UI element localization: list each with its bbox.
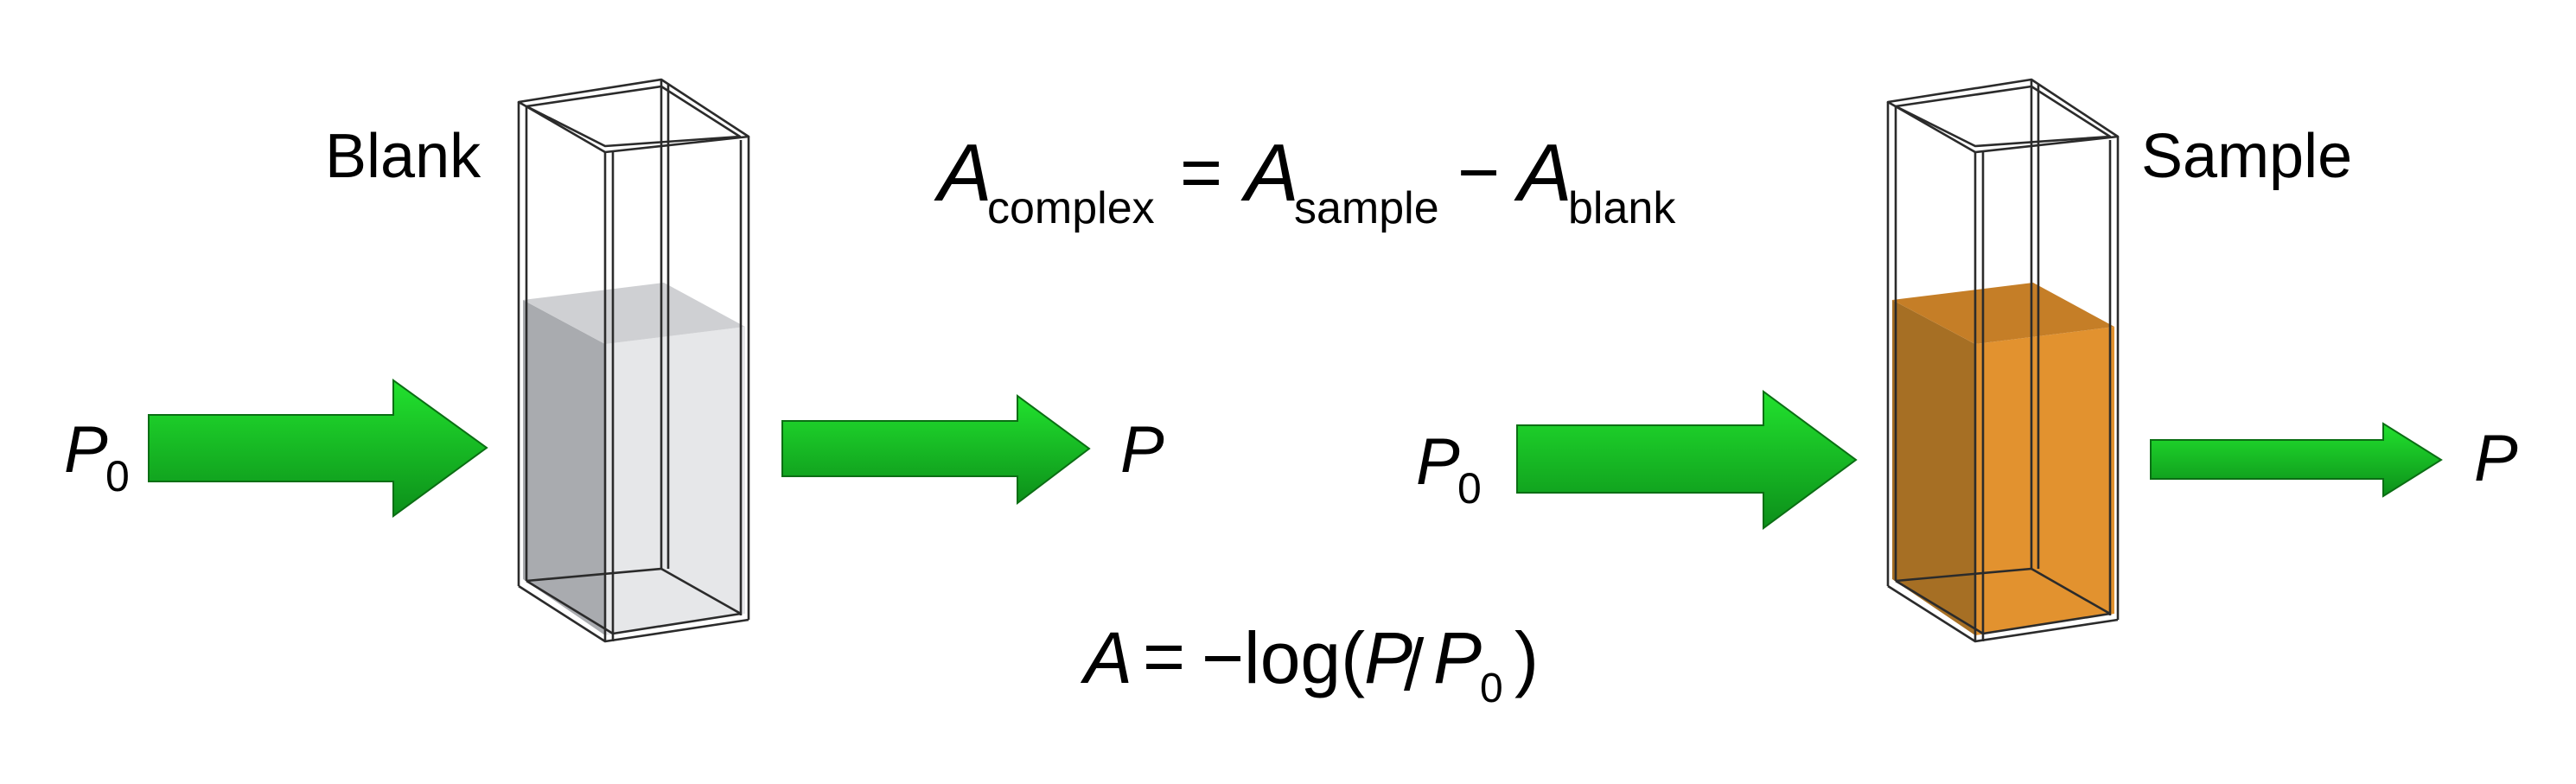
blank-label: Blank: [325, 122, 481, 191]
sample-liquid-front: [1975, 327, 2114, 635]
fx-p0: P: [1433, 617, 1482, 698]
blank-cuvette: [517, 78, 750, 643]
blank-incident-arrow: [148, 379, 488, 518]
blank-p0-symbol: P 0: [64, 413, 130, 500]
eq-equals: =: [1180, 131, 1222, 213]
fx-a: A: [1080, 617, 1132, 698]
blank-transmitted-arrow: [781, 394, 1091, 506]
sample-p0-symbol: P 0: [1416, 425, 1482, 513]
fx-equals: =: [1143, 615, 1185, 697]
fx-close: ): [1514, 617, 1539, 698]
blank-p0-subscript: 0: [105, 452, 130, 500]
eq-minus: −: [1457, 131, 1500, 213]
sample-label: Sample: [2141, 122, 2352, 191]
eq-a-complex: A: [934, 127, 992, 218]
blank-liquid-front: [605, 327, 745, 635]
sample-p0-subscript: 0: [1457, 464, 1482, 513]
fx-slash: /: [1404, 624, 1425, 705]
sample-transmitted-arrow: [2150, 422, 2443, 498]
eq-sub-blank: blank: [1568, 183, 1676, 233]
eq-a-sample: A: [1240, 127, 1299, 218]
sample-liquid-side: [1892, 300, 1975, 635]
blank-p0-letter: P: [64, 413, 108, 487]
blank-liquid-side: [523, 300, 605, 635]
blank-liquid-top: [523, 283, 745, 344]
sample-incident-arrow: [1516, 390, 1858, 530]
sample-p0-letter: P: [1416, 425, 1460, 499]
eq-sub-sample: sample: [1294, 183, 1439, 233]
blank-p-symbol: P: [1120, 413, 1164, 487]
fx-prefix: −log(: [1202, 617, 1365, 698]
fx-p0-subscript: 0: [1480, 666, 1503, 711]
sample-cuvette: [1886, 78, 2120, 643]
equation-absorbance-definition: A = −log( P / P 0 ): [1080, 615, 1539, 711]
eq-sub-complex: complex: [987, 183, 1155, 233]
sample-p-symbol: P: [2474, 422, 2518, 495]
eq-a-blank: A: [1514, 127, 1572, 218]
fx-p: P: [1364, 617, 1412, 698]
sample-liquid-top: [1892, 283, 2114, 344]
equation-complex-absorbance: A complex = A sample − A blank: [934, 127, 1676, 233]
